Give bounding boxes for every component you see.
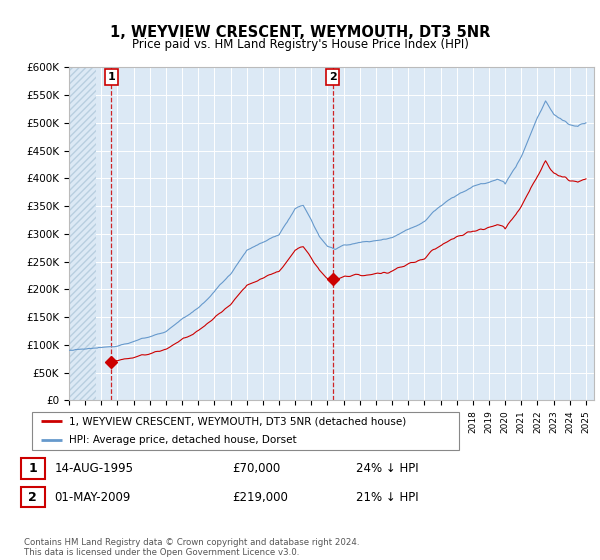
Text: 1, WEYVIEW CRESCENT, WEYMOUTH, DT3 5NR: 1, WEYVIEW CRESCENT, WEYMOUTH, DT3 5NR: [110, 25, 490, 40]
Text: 1: 1: [107, 72, 115, 82]
Text: 01-MAY-2009: 01-MAY-2009: [55, 491, 131, 504]
Text: 2: 2: [329, 72, 337, 82]
Text: 2: 2: [28, 491, 37, 504]
FancyBboxPatch shape: [21, 487, 44, 507]
FancyBboxPatch shape: [21, 459, 44, 479]
Text: 14-AUG-1995: 14-AUG-1995: [55, 462, 134, 475]
Text: 1, WEYVIEW CRESCENT, WEYMOUTH, DT3 5NR (detached house): 1, WEYVIEW CRESCENT, WEYMOUTH, DT3 5NR (…: [69, 417, 406, 426]
FancyBboxPatch shape: [32, 412, 459, 450]
Text: HPI: Average price, detached house, Dorset: HPI: Average price, detached house, Dors…: [69, 435, 296, 445]
Text: 1: 1: [28, 462, 37, 475]
Text: 24% ↓ HPI: 24% ↓ HPI: [356, 462, 419, 475]
Text: Contains HM Land Registry data © Crown copyright and database right 2024.
This d: Contains HM Land Registry data © Crown c…: [24, 538, 359, 557]
Text: Price paid vs. HM Land Registry's House Price Index (HPI): Price paid vs. HM Land Registry's House …: [131, 38, 469, 50]
Text: £70,000: £70,000: [232, 462, 281, 475]
Text: £219,000: £219,000: [232, 491, 288, 504]
Text: 21% ↓ HPI: 21% ↓ HPI: [356, 491, 419, 504]
